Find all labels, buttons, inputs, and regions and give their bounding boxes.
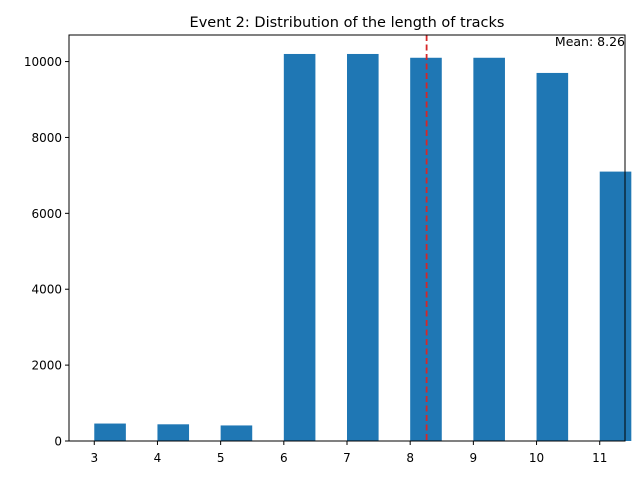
bar-2: [220, 425, 253, 441]
bar-3: [283, 53, 316, 442]
bar-6: [473, 57, 505, 441]
bar-4: [347, 53, 379, 442]
x-tick-label: 4: [154, 451, 162, 465]
x-tick-label: 6: [280, 451, 288, 465]
plot-area: 3 4 5 6 7 8 9 10 11 0 2000 4000 6000 8000 10000: [24, 34, 632, 465]
bar-8: [599, 171, 632, 441]
bar-0: [94, 423, 126, 441]
y-tick-label: 6000: [31, 207, 62, 221]
x-tick-label: 11: [592, 451, 607, 465]
y-tick-label: 0: [54, 435, 62, 449]
mean-label: Mean: 8.26: [555, 34, 625, 49]
y-tick-label: 8000: [31, 131, 62, 145]
y-tick-label: 10000: [24, 55, 62, 69]
x-tick-label: 9: [470, 451, 478, 465]
bar-7: [536, 72, 569, 442]
x-tick-label: 5: [217, 451, 225, 465]
chart-title: Event 2: Distribution of the length of t…: [190, 15, 505, 31]
x-tick-label: 7: [343, 451, 351, 465]
x-tick-label: 3: [90, 451, 98, 465]
y-tick-label: 2000: [31, 359, 62, 373]
x-tick-label: 10: [529, 451, 544, 465]
y-tick-label: 4000: [31, 283, 62, 297]
x-tick-label: 8: [406, 451, 414, 465]
bar-1: [157, 424, 190, 441]
